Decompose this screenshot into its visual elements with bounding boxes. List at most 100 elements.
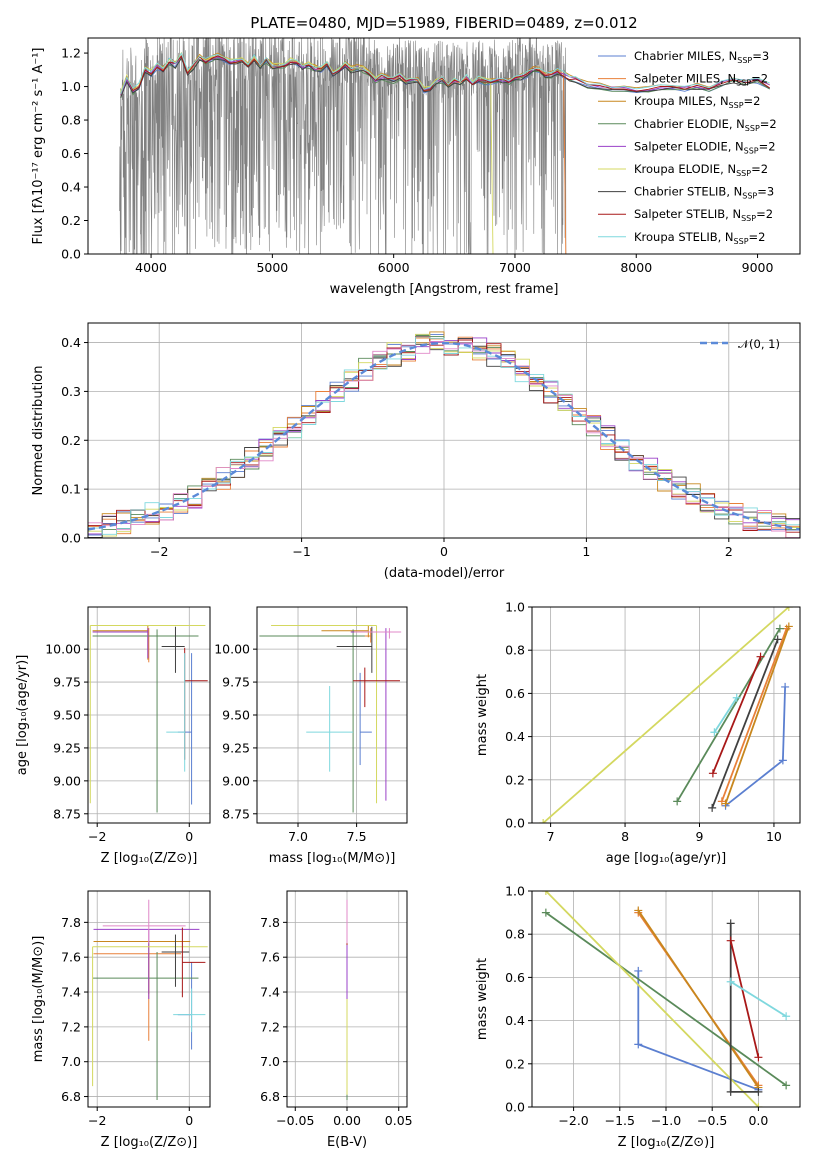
weight_vs_age-plot-area — [539, 607, 793, 823]
weight-line-green — [545, 911, 787, 1087]
weight-marker — [756, 652, 765, 661]
x-axis-label: wavelength [Angstrom, rest frame] — [330, 282, 559, 297]
axes-frame — [87, 37, 801, 255]
x-tick-label: 0.05 — [385, 1113, 413, 1128]
weight-line-orange — [720, 628, 788, 802]
weight_vs_age-frame: 7 8 9 10 0.0 0.2 0.4 0.6 0.8 1.0 age [log₁₀(age/yr… — [475, 600, 801, 866]
observed-spectrum — [119, 38, 567, 254]
x-tick-label: 0.0 — [748, 1113, 768, 1128]
legend-entry: Salpeter ELODIE, NSSP=2 — [634, 139, 776, 155]
x-tick-label: 0.00 — [333, 1113, 361, 1128]
x-tick-label: 0 — [185, 829, 193, 844]
y-tick-label: 0.2 — [505, 1056, 525, 1071]
age_vs_Z-axes — [88, 607, 210, 823]
x-tick-label: −2 — [88, 1113, 106, 1128]
x-tick-label: −1 — [292, 544, 310, 559]
y-tick-label: 0.2 — [61, 213, 81, 228]
legend-entry: Kroupa STELIB, NSSP=2 — [634, 230, 765, 246]
weight-line-red — [712, 656, 762, 774]
spectrum-frame: 4000 5000 6000 7000 8000 9000 0.0 0.2 0.4 0.6 0.8 1… — [31, 37, 801, 297]
y-tick-label: 6.8 — [61, 1089, 81, 1104]
y-tick-label: 10.00 — [214, 642, 250, 657]
x-axis-label: Z [log₁₀(Z/Z⊙)] — [101, 1135, 198, 1150]
figure-title: PLATE=0480, MJD=51989, FIBERID=0489, z=0… — [250, 14, 637, 32]
weight-marker — [634, 1040, 643, 1049]
y-tick-label: 0.6 — [505, 686, 525, 701]
legend-entry: Kroupa MILES, NSSP=2 — [634, 94, 760, 110]
y-tick-label: 1.0 — [505, 600, 525, 615]
x-tick-label: 2 — [725, 544, 733, 559]
axes-frame — [531, 606, 801, 824]
y-tick-label: 0.0 — [61, 247, 81, 262]
y-tick-label: 9.75 — [222, 675, 250, 690]
x-tick-label: 5000 — [256, 260, 288, 275]
legend-entry: Chabrier ELODIE, NSSP=2 — [634, 117, 777, 133]
residuals-legend: 𝒩(0, 1) — [700, 337, 780, 351]
y-tick-label: 1.2 — [61, 46, 81, 61]
y-tick-label: 7.8 — [61, 915, 81, 930]
x-tick-label: 9000 — [742, 260, 774, 275]
y-tick-label: 7.8 — [260, 915, 280, 930]
mass_vs_Z-frame: −2 0 6.8 7.0 7.2 7.4 7.6 7.8 Z [log₁₀(Z/Z⊙)] mass… — [31, 890, 211, 1150]
legend-entry: Salpeter STELIB, NSSP=2 — [634, 207, 773, 223]
weight-marker — [773, 635, 782, 644]
y-tick-label: 0.4 — [61, 180, 81, 195]
weight-marker — [726, 936, 735, 945]
x-tick-label: −2.0 — [558, 1113, 588, 1128]
x-tick-label: −2 — [150, 544, 168, 559]
weight-line-red — [729, 940, 760, 1058]
x-tick-label: 6000 — [378, 260, 410, 275]
x-tick-label: −1.5 — [605, 1113, 635, 1128]
weight-marker — [541, 908, 550, 917]
residuals-frame: −2 −1 0 1 2 0.0 0.1 0.2 0.3 0.4 (data-model)/error… — [31, 322, 801, 581]
weight-marker — [775, 624, 784, 633]
weight-line-cyan — [713, 697, 738, 733]
y-tick-label: 9.25 — [222, 740, 250, 755]
x-axis-label: E(B-V) — [327, 1135, 367, 1150]
weight-marker — [778, 756, 787, 765]
legend-entry: Chabrier MILES, NSSP=3 — [634, 49, 769, 65]
weight-marker — [754, 1103, 763, 1107]
x-tick-label: 8000 — [620, 260, 652, 275]
y-tick-label: 7.6 — [61, 950, 81, 965]
x-tick-label: −1.0 — [651, 1113, 681, 1128]
weight-marker — [541, 891, 550, 895]
x-tick-label: 0 — [440, 544, 448, 559]
y-tick-label: 7.0 — [61, 1054, 81, 1069]
x-tick-label: 7.5 — [347, 829, 367, 844]
y-axis-label: Flux [fλ10⁻¹⁷ erg cm⁻² s⁻¹ A⁻¹] — [31, 48, 46, 245]
x-tick-label: 9 — [696, 829, 704, 844]
legend-entry: Salpeter MILES, NSSP=2 — [634, 72, 768, 88]
weight-marker — [634, 966, 643, 975]
weight-marker — [717, 797, 726, 806]
spectrum-plot-area — [119, 38, 770, 254]
weight-marker — [784, 607, 793, 611]
x-tick-label: 7 — [547, 829, 555, 844]
y-tick-label: 0.8 — [505, 643, 525, 658]
y-tick-label: 9.50 — [53, 708, 81, 723]
weight-marker — [726, 919, 735, 928]
x-tick-label: −2 — [88, 829, 106, 844]
weight-marker — [754, 1053, 763, 1062]
x-tick-label: −0.05 — [276, 1113, 314, 1128]
y-tick-label: 0.4 — [505, 1013, 525, 1028]
weight-marker — [732, 693, 741, 702]
weight-marker — [754, 1087, 763, 1096]
mass_vs_EBV-frame: −0.05 0.00 0.05 6.8 7.0 7.2 7.4 7.6 7.8 E(B-V) — [260, 890, 413, 1150]
weight-marker — [708, 803, 717, 812]
y-tick-label: 7.4 — [61, 985, 81, 1000]
legend-entry: 𝒩(0, 1) — [738, 337, 780, 351]
legend-entry: Kroupa ELODIE, NSSP=2 — [634, 162, 768, 178]
y-axis-label: mass weight — [475, 958, 490, 1040]
y-tick-label: 1.0 — [61, 79, 81, 94]
age_vs_mass-frame: 7.0 7.5 8.75 9.00 9.25 9.50 9.75 10.00 mass [log… — [214, 606, 408, 866]
legend-entry: Chabrier STELIB, NSSP=3 — [634, 185, 774, 201]
y-tick-label: 0.0 — [61, 531, 81, 546]
weight-marker — [726, 1087, 735, 1096]
mass_vs_Z-plot-area — [92, 899, 208, 1101]
y-tick-label: 0.1 — [61, 482, 81, 497]
y-tick-label: 0.2 — [61, 433, 81, 448]
y-tick-label: 0.8 — [61, 113, 81, 128]
y-tick-label: 7.6 — [260, 950, 280, 965]
